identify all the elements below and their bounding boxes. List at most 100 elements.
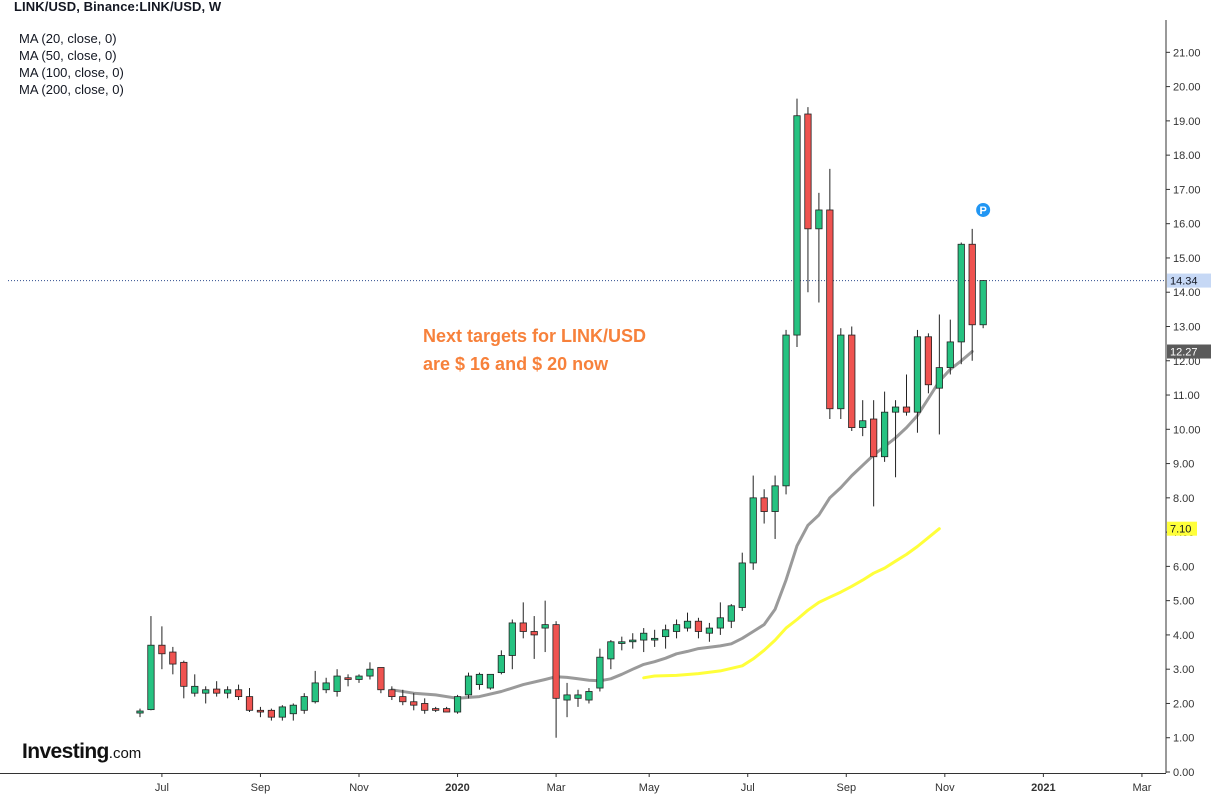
candle-body <box>333 675 341 692</box>
candle-body <box>881 411 889 458</box>
annotation-line-1: Next targets for LINK/USD <box>423 326 647 346</box>
candle-body <box>399 696 407 703</box>
candle-body <box>267 709 276 718</box>
candle-body <box>519 622 527 632</box>
candle-up <box>749 475 757 570</box>
candle-body <box>870 418 878 458</box>
candle-body <box>705 627 714 634</box>
candle-up <box>223 686 232 699</box>
candle-body <box>618 641 626 644</box>
x-tick-label: Nov <box>349 782 369 794</box>
axis-label-text: 14.34 <box>1170 276 1198 288</box>
indicator-ma50[interactable]: MA (50, close, 0) <box>19 48 117 63</box>
candle-up <box>662 624 670 649</box>
candle-body <box>651 637 659 641</box>
x-tick-label: Mar <box>547 782 566 794</box>
axis-label-ma20: 12.27 <box>1167 344 1211 359</box>
candle-body <box>147 644 155 711</box>
candle-body <box>223 689 232 694</box>
candle-down <box>245 688 254 713</box>
candle-body <box>935 367 943 389</box>
candle-body <box>683 620 692 629</box>
candle-body <box>136 710 144 714</box>
candle-body <box>169 651 177 665</box>
candle-up <box>191 674 199 697</box>
x-tick-label: 2021 <box>1031 782 1055 794</box>
candle-body <box>672 624 681 632</box>
candle-up <box>497 650 505 675</box>
p-marker: P <box>976 202 991 217</box>
candle-up <box>782 329 790 495</box>
candle-body <box>377 667 385 691</box>
candle-up <box>979 280 987 329</box>
candle-up <box>629 633 637 649</box>
candle-body <box>694 620 703 632</box>
x-axis: Jul Sep Nov 2020 Mar May Jul Sep Nov 2021 Mar <box>0 773 1166 794</box>
candle-body <box>432 708 440 711</box>
candle-body <box>913 336 922 413</box>
y-tick-label: 12.00 <box>1173 356 1201 368</box>
candle-body <box>311 682 319 703</box>
candle-down <box>344 674 352 687</box>
y-tick-label: 0.00 <box>1173 767 1194 779</box>
candle-up <box>672 619 681 639</box>
axis-label-price: 14.34 <box>1167 273 1211 288</box>
y-tick-label: 14.00 <box>1173 287 1201 299</box>
candle-body <box>574 694 582 699</box>
candle-body <box>891 406 900 413</box>
candle-body <box>815 209 823 230</box>
candle-body <box>727 605 735 622</box>
candle-body <box>848 334 856 428</box>
candle-down <box>694 617 703 639</box>
candle-body <box>968 243 976 326</box>
candle-down <box>388 686 396 701</box>
candle-body <box>366 668 374 677</box>
candle-down <box>169 646 177 675</box>
candle-up <box>727 604 735 629</box>
y-tick-label: 1.00 <box>1173 733 1194 745</box>
candle-body <box>464 675 473 696</box>
candle-up <box>738 552 746 611</box>
candle-body <box>563 694 571 701</box>
candle-body <box>585 691 593 701</box>
candle-up <box>311 670 319 704</box>
candle-body <box>804 113 812 230</box>
indicator-ma200[interactable]: MA (200, close, 0) <box>19 82 124 97</box>
candle-body <box>191 685 199 694</box>
candle-down <box>552 621 560 738</box>
candle-body <box>760 497 768 512</box>
candle-up <box>300 693 308 714</box>
candle-up <box>574 689 582 707</box>
annotation-line-2: are $ 16 and $ 20 now <box>423 354 609 374</box>
candle-body <box>640 632 648 641</box>
candle-body <box>213 688 221 694</box>
y-tick-label: 18.00 <box>1173 150 1201 162</box>
candle-up <box>147 616 155 711</box>
candle-up <box>815 192 823 303</box>
candle-up <box>563 682 571 718</box>
y-tick-label: 3.00 <box>1173 664 1194 676</box>
candle-body <box>826 209 834 410</box>
candle-body <box>202 689 210 694</box>
candle-up <box>596 648 604 692</box>
candle-down <box>256 706 265 718</box>
indicator-ma100[interactable]: MA (100, close, 0) <box>19 65 124 80</box>
candle-down <box>377 667 385 694</box>
candle-body <box>946 341 954 369</box>
axis-label-bg <box>1167 344 1211 359</box>
candle-up <box>486 673 495 690</box>
candle-up <box>464 672 473 699</box>
candle-body <box>289 704 297 715</box>
candle-body <box>924 336 933 386</box>
y-axis: 0.001.002.003.004.005.006.007.008.009.00… <box>1165 20 1201 779</box>
p-marker-label: P <box>979 205 986 217</box>
x-tick-label: Mar <box>1132 782 1151 794</box>
ma50-line <box>642 527 941 680</box>
ma20-line <box>390 350 974 700</box>
y-tick-label: 4.00 <box>1173 630 1194 642</box>
candle-body <box>453 696 462 713</box>
indicator-ma20[interactable]: MA (20, close, 0) <box>19 31 117 46</box>
candle-up <box>333 669 341 697</box>
candle-body <box>859 420 867 428</box>
